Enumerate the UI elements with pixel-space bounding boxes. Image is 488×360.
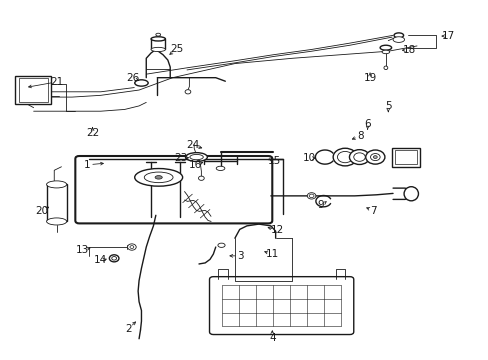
Ellipse shape	[144, 172, 173, 183]
Text: 16: 16	[188, 160, 202, 170]
Ellipse shape	[306, 193, 315, 199]
Text: 2: 2	[125, 324, 132, 334]
FancyBboxPatch shape	[209, 277, 353, 334]
Text: 7: 7	[370, 206, 376, 216]
Ellipse shape	[109, 255, 119, 262]
Text: 20: 20	[36, 206, 49, 216]
Ellipse shape	[381, 50, 389, 54]
Ellipse shape	[332, 148, 356, 166]
Ellipse shape	[46, 181, 66, 188]
Ellipse shape	[151, 37, 165, 41]
Text: 26: 26	[126, 73, 140, 84]
Text: 13: 13	[76, 245, 89, 255]
Ellipse shape	[379, 45, 391, 50]
Bar	[19, 78, 48, 102]
Ellipse shape	[392, 37, 404, 42]
Text: 5: 5	[384, 101, 391, 111]
Ellipse shape	[383, 66, 387, 69]
Ellipse shape	[373, 156, 376, 158]
Bar	[46, 184, 66, 221]
Text: 4: 4	[268, 333, 275, 343]
Text: 9: 9	[317, 201, 324, 210]
Text: 6: 6	[364, 118, 370, 129]
Ellipse shape	[151, 48, 165, 51]
Ellipse shape	[337, 152, 352, 163]
Ellipse shape	[134, 168, 182, 186]
Ellipse shape	[184, 90, 190, 94]
Text: 3: 3	[237, 251, 244, 261]
Text: 23: 23	[174, 153, 187, 163]
Ellipse shape	[155, 176, 162, 179]
Text: 24: 24	[186, 140, 200, 150]
Text: 1: 1	[84, 160, 90, 170]
Ellipse shape	[349, 150, 369, 165]
Ellipse shape	[156, 33, 160, 36]
Ellipse shape	[198, 176, 204, 180]
Bar	[16, 76, 51, 104]
Ellipse shape	[370, 154, 379, 161]
Ellipse shape	[353, 153, 365, 161]
Ellipse shape	[308, 194, 313, 198]
Ellipse shape	[112, 257, 116, 260]
Text: 14: 14	[94, 256, 107, 265]
Text: 10: 10	[302, 153, 315, 163]
Text: 8: 8	[356, 131, 363, 141]
Ellipse shape	[218, 243, 224, 247]
Ellipse shape	[130, 246, 134, 248]
Text: 18: 18	[403, 45, 416, 55]
Text: 11: 11	[265, 249, 278, 259]
Text: 12: 12	[270, 225, 283, 235]
Text: 21: 21	[50, 77, 63, 87]
Text: 22: 22	[86, 128, 99, 138]
FancyBboxPatch shape	[75, 156, 272, 224]
Ellipse shape	[216, 166, 224, 171]
Ellipse shape	[185, 153, 207, 162]
Ellipse shape	[127, 244, 136, 250]
Text: 19: 19	[363, 73, 376, 84]
Ellipse shape	[403, 187, 418, 201]
Bar	[395, 150, 416, 164]
Ellipse shape	[135, 80, 148, 86]
Ellipse shape	[365, 150, 384, 164]
Ellipse shape	[189, 154, 203, 160]
Ellipse shape	[46, 218, 66, 225]
Ellipse shape	[393, 33, 403, 38]
Text: 17: 17	[441, 31, 454, 41]
Text: 25: 25	[169, 45, 183, 54]
Bar	[391, 148, 419, 167]
Text: 15: 15	[267, 156, 281, 166]
